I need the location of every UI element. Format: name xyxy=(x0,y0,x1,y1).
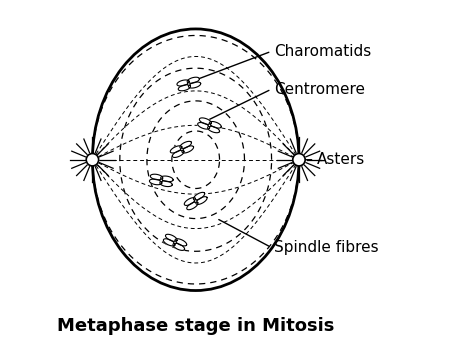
Polygon shape xyxy=(170,146,182,153)
Circle shape xyxy=(173,241,176,244)
Polygon shape xyxy=(189,82,201,88)
Polygon shape xyxy=(177,80,189,86)
Polygon shape xyxy=(165,234,177,242)
Circle shape xyxy=(208,124,211,127)
Text: Metaphase stage in Mitosis: Metaphase stage in Mitosis xyxy=(57,317,334,335)
Polygon shape xyxy=(200,118,211,125)
Circle shape xyxy=(293,153,305,166)
Polygon shape xyxy=(187,77,200,83)
Circle shape xyxy=(160,179,163,182)
Polygon shape xyxy=(164,239,175,246)
Polygon shape xyxy=(173,150,184,158)
Polygon shape xyxy=(193,192,205,200)
Text: Spindle fibres: Spindle fibres xyxy=(274,240,379,255)
Polygon shape xyxy=(178,85,191,91)
Polygon shape xyxy=(160,181,172,187)
Polygon shape xyxy=(175,239,187,246)
Circle shape xyxy=(188,83,190,85)
Polygon shape xyxy=(210,121,221,128)
Polygon shape xyxy=(180,141,191,149)
Text: Asters: Asters xyxy=(317,152,365,167)
Polygon shape xyxy=(187,202,198,210)
Circle shape xyxy=(86,153,99,166)
Polygon shape xyxy=(184,198,195,205)
Polygon shape xyxy=(198,122,210,129)
Circle shape xyxy=(181,148,183,151)
Polygon shape xyxy=(208,126,219,133)
Polygon shape xyxy=(182,146,193,153)
Polygon shape xyxy=(196,197,207,204)
Polygon shape xyxy=(173,243,184,251)
Text: Centromere: Centromere xyxy=(274,82,365,97)
Circle shape xyxy=(194,200,197,202)
Text: Charomatids: Charomatids xyxy=(274,44,372,59)
Polygon shape xyxy=(149,179,162,185)
Polygon shape xyxy=(150,174,163,180)
Polygon shape xyxy=(161,176,173,182)
